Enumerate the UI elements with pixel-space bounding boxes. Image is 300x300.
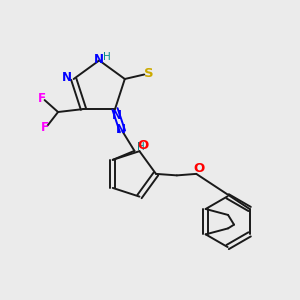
Text: N: N [116,123,126,136]
Text: H: H [137,142,145,152]
Text: N: N [61,71,71,84]
Text: O: O [137,139,149,152]
Text: O: O [193,162,204,175]
Text: F: F [40,121,49,134]
Text: F: F [38,92,46,105]
Text: N: N [94,53,104,66]
Text: H: H [103,52,111,62]
Text: S: S [144,68,154,80]
Text: N: N [112,109,122,122]
